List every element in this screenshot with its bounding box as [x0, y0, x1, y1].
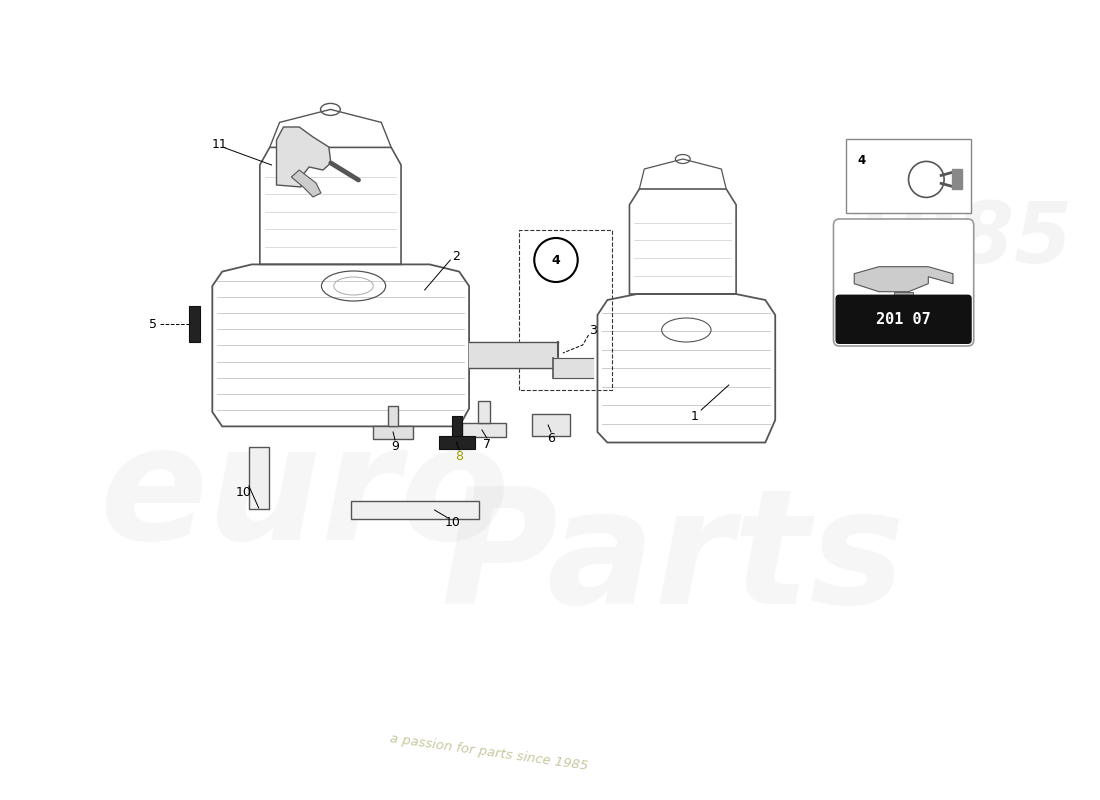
FancyBboxPatch shape	[388, 406, 398, 426]
Text: 4: 4	[857, 154, 866, 167]
Text: 1: 1	[691, 410, 698, 423]
FancyBboxPatch shape	[351, 501, 478, 519]
Text: a passion for parts since 1985: a passion for parts since 1985	[389, 732, 588, 772]
FancyBboxPatch shape	[846, 139, 971, 213]
Text: 2: 2	[452, 250, 460, 263]
Text: 9: 9	[392, 441, 399, 454]
FancyBboxPatch shape	[834, 219, 974, 346]
Text: 10: 10	[236, 486, 252, 498]
Text: Parts: Parts	[441, 482, 906, 638]
Text: 7: 7	[483, 438, 491, 451]
Text: 10: 10	[444, 515, 460, 529]
FancyBboxPatch shape	[478, 401, 490, 423]
Text: euro: euro	[99, 418, 509, 574]
Text: 1985: 1985	[840, 199, 1071, 281]
Text: 6: 6	[547, 433, 556, 446]
FancyBboxPatch shape	[188, 306, 200, 342]
Polygon shape	[893, 292, 913, 302]
FancyBboxPatch shape	[373, 426, 412, 438]
Text: 8: 8	[455, 450, 463, 463]
FancyBboxPatch shape	[249, 447, 268, 509]
Text: 11: 11	[211, 138, 227, 150]
FancyBboxPatch shape	[440, 435, 475, 449]
FancyBboxPatch shape	[532, 414, 570, 436]
Polygon shape	[952, 170, 961, 190]
Text: 5: 5	[150, 318, 157, 330]
Polygon shape	[855, 266, 953, 292]
Polygon shape	[292, 170, 321, 197]
Polygon shape	[276, 127, 331, 187]
FancyBboxPatch shape	[836, 294, 971, 344]
Text: 3: 3	[588, 325, 596, 338]
Text: 201 07: 201 07	[877, 312, 931, 326]
FancyBboxPatch shape	[462, 423, 506, 437]
FancyBboxPatch shape	[452, 415, 462, 435]
Text: 4: 4	[551, 254, 560, 266]
